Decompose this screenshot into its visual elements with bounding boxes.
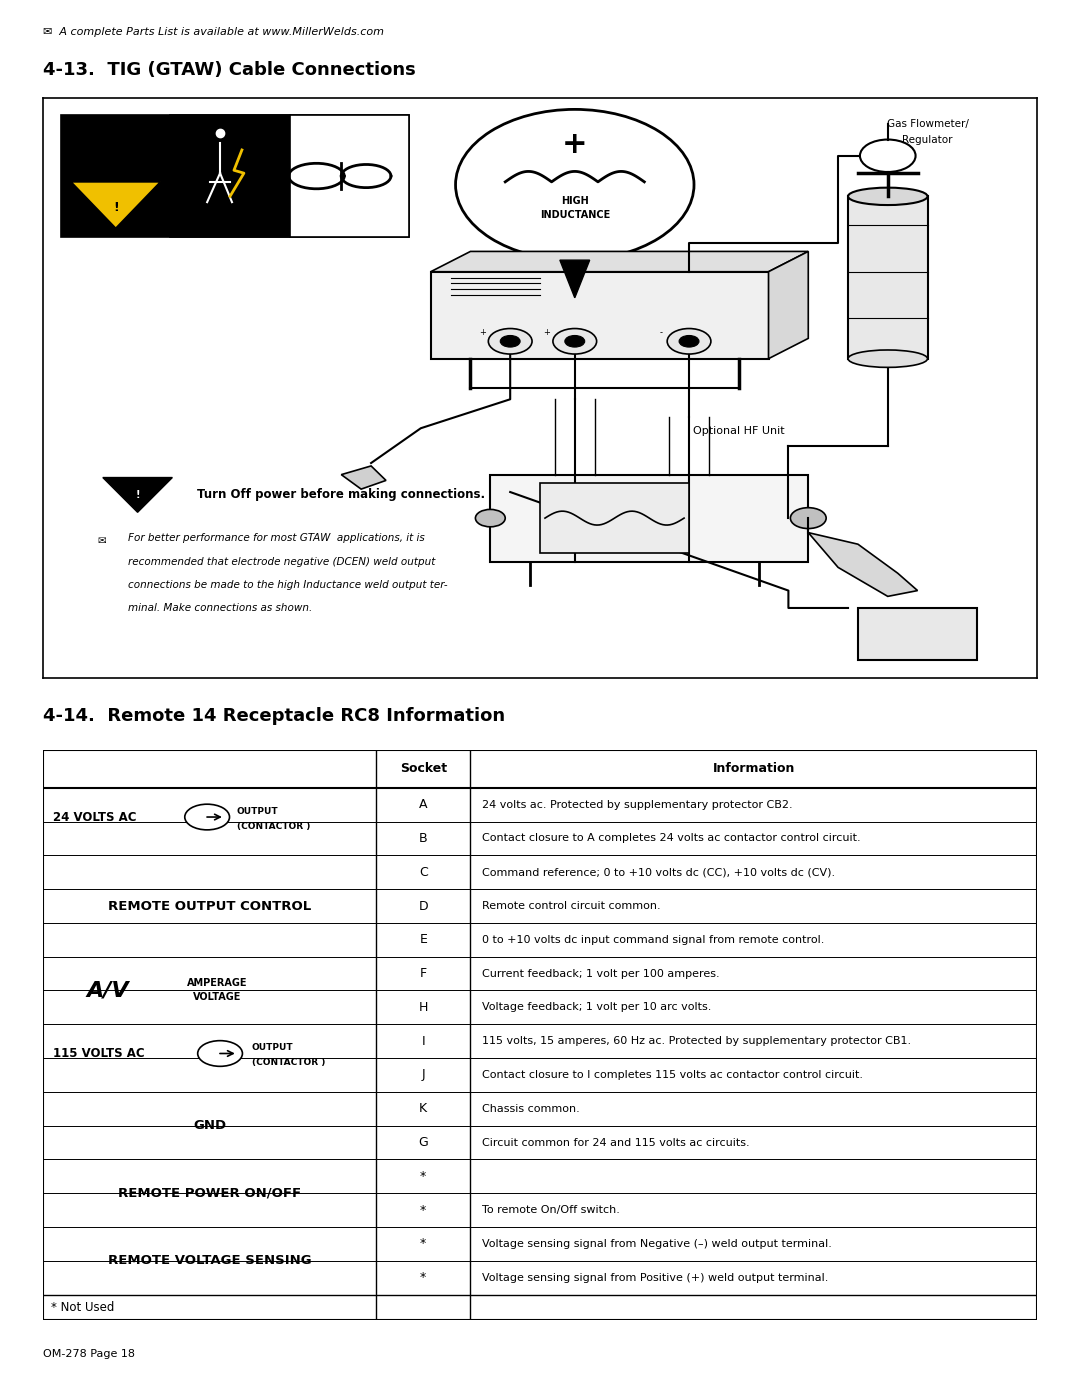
Text: OM-278 Page 18: OM-278 Page 18: [43, 1350, 135, 1359]
Text: +: +: [543, 328, 551, 337]
Text: To remote On/Off switch.: To remote On/Off switch.: [483, 1206, 620, 1215]
Text: (CONTACTOR ): (CONTACTOR ): [252, 1058, 325, 1067]
Circle shape: [860, 140, 916, 172]
Text: (CONTACTOR ): (CONTACTOR ): [237, 821, 310, 831]
Text: Voltage sensing signal from Positive (+) weld output terminal.: Voltage sensing signal from Positive (+)…: [483, 1273, 828, 1282]
Circle shape: [488, 328, 532, 353]
Text: ✉  A complete Parts List is available at www.MillerWelds.com: ✉ A complete Parts List is available at …: [43, 27, 384, 38]
Text: D: D: [418, 900, 428, 912]
Text: OUTPUT: OUTPUT: [237, 807, 279, 816]
Text: H: H: [419, 1000, 428, 1014]
Text: Contact closure to A completes 24 volts ac contactor control circuit.: Contact closure to A completes 24 volts …: [483, 834, 861, 844]
Polygon shape: [431, 251, 808, 271]
Text: 24 VOLTS AC: 24 VOLTS AC: [53, 810, 137, 823]
Text: B: B: [419, 833, 428, 845]
Text: 4-14.  Remote 14 Receptacle RC8 Information: 4-14. Remote 14 Receptacle RC8 Informati…: [43, 707, 505, 725]
Bar: [431, 271, 769, 359]
Text: * Not Used: * Not Used: [51, 1301, 114, 1313]
Text: E: E: [419, 933, 428, 946]
Text: REMOTE VOLTAGE SENSING: REMOTE VOLTAGE SENSING: [108, 1255, 311, 1267]
Text: Regulator: Regulator: [902, 134, 953, 144]
Text: Contact closure to I completes 115 volts ac contactor control circuit.: Contact closure to I completes 115 volts…: [483, 1070, 863, 1080]
Text: Voltage feedback; 1 volt per 10 arc volts.: Voltage feedback; 1 volt per 10 arc volt…: [483, 1003, 712, 1013]
Text: minal. Make connections as shown.: minal. Make connections as shown.: [127, 604, 312, 613]
Text: Voltage sensing signal from Negative (–) weld output terminal.: Voltage sensing signal from Negative (–)…: [483, 1239, 833, 1249]
Text: J: J: [421, 1069, 426, 1081]
Text: connections be made to the high Inductance weld output ter-: connections be made to the high Inductan…: [127, 580, 447, 590]
Text: A/V: A/V: [86, 981, 130, 1000]
Circle shape: [185, 805, 230, 830]
Text: I: I: [421, 1035, 426, 1048]
Polygon shape: [341, 467, 386, 489]
Circle shape: [565, 335, 584, 346]
Text: 0 to +10 volts dc input command signal from remote control.: 0 to +10 volts dc input command signal f…: [483, 935, 825, 944]
Text: Turn Off power before making connections.: Turn Off power before making connections…: [198, 489, 485, 502]
Bar: [540, 483, 689, 553]
Text: HIGH: HIGH: [561, 196, 589, 205]
Text: Socket: Socket: [400, 763, 447, 775]
Bar: [858, 608, 977, 661]
Ellipse shape: [848, 187, 928, 205]
Text: Circuit common for 24 and 115 volts ac circuits.: Circuit common for 24 and 115 volts ac c…: [483, 1137, 750, 1147]
Polygon shape: [808, 532, 918, 597]
Circle shape: [198, 1041, 242, 1066]
Bar: [62, 115, 409, 237]
Text: Current feedback; 1 volt per 100 amperes.: Current feedback; 1 volt per 100 amperes…: [483, 968, 720, 979]
Text: VOLTAGE: VOLTAGE: [193, 992, 241, 1002]
Text: -: -: [660, 328, 663, 337]
Polygon shape: [769, 251, 808, 359]
Text: +: +: [478, 328, 486, 337]
Circle shape: [679, 335, 699, 346]
Circle shape: [553, 328, 596, 353]
Text: ✉: ✉: [98, 535, 107, 545]
Text: G: G: [418, 1136, 428, 1148]
Text: !: !: [112, 201, 119, 215]
Text: recommended that electrode negative (DCEN) weld output: recommended that electrode negative (DCE…: [127, 557, 435, 567]
Text: +: +: [562, 130, 588, 159]
Text: K: K: [419, 1102, 428, 1115]
Ellipse shape: [848, 351, 928, 367]
Ellipse shape: [456, 109, 694, 260]
Text: Optional HF Unit: Optional HF Unit: [693, 426, 784, 436]
Text: *: *: [420, 1238, 427, 1250]
Polygon shape: [71, 182, 161, 228]
Text: For better performance for most GTAW  applications, it is: For better performance for most GTAW app…: [127, 532, 424, 542]
Text: 115 VOLTS AC: 115 VOLTS AC: [53, 1046, 145, 1060]
Text: 115 volts, 15 amperes, 60 Hz ac. Protected by supplementary protector CB1.: 115 volts, 15 amperes, 60 Hz ac. Protect…: [483, 1037, 912, 1046]
Text: Information: Information: [713, 763, 795, 775]
Circle shape: [791, 507, 826, 528]
Text: Chassis common.: Chassis common.: [483, 1104, 580, 1113]
Text: AMPERAGE: AMPERAGE: [187, 978, 247, 988]
Text: !: !: [135, 490, 139, 500]
Polygon shape: [559, 260, 590, 298]
Text: GND: GND: [193, 1119, 226, 1132]
Text: Command reference; 0 to +10 volts dc (CC), +10 volts dc (CV).: Command reference; 0 to +10 volts dc (CC…: [483, 868, 836, 877]
Text: *: *: [420, 1169, 427, 1183]
Text: Remote control circuit common.: Remote control circuit common.: [483, 901, 661, 911]
Circle shape: [500, 335, 521, 346]
Text: A: A: [419, 798, 428, 812]
Text: *: *: [420, 1204, 427, 1217]
Circle shape: [475, 510, 505, 527]
Text: *: *: [420, 1271, 427, 1284]
Text: REMOTE OUTPUT CONTROL: REMOTE OUTPUT CONTROL: [108, 900, 311, 912]
Bar: [171, 115, 289, 237]
Bar: [490, 475, 808, 562]
Text: 4-13.  TIG (GTAW) Cable Connections: 4-13. TIG (GTAW) Cable Connections: [43, 61, 416, 78]
Circle shape: [667, 328, 711, 353]
Bar: [289, 115, 409, 237]
Text: Gas Flowmeter/: Gas Flowmeter/: [887, 119, 969, 129]
Text: F: F: [420, 967, 427, 981]
Text: C: C: [419, 866, 428, 879]
Polygon shape: [103, 478, 173, 513]
Text: INDUCTANCE: INDUCTANCE: [540, 210, 610, 219]
Bar: [848, 197, 928, 359]
Text: OUTPUT: OUTPUT: [252, 1044, 294, 1052]
Bar: [62, 115, 171, 237]
Text: REMOTE POWER ON/OFF: REMOTE POWER ON/OFF: [118, 1186, 301, 1200]
Text: 24 volts ac. Protected by supplementary protector CB2.: 24 volts ac. Protected by supplementary …: [483, 799, 793, 810]
